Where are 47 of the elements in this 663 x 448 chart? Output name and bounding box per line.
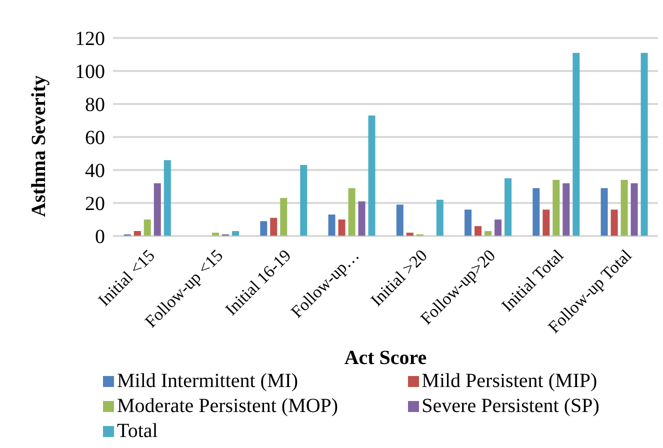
bar [212,232,220,236]
bar [436,200,444,236]
bar [164,160,171,236]
bar [532,188,540,236]
y-tick-label: 20 [85,193,105,216]
legend-label: Mild Persistent (MIP) [422,370,598,393]
bar [338,220,346,236]
bar [368,116,376,236]
y-tick-label: 80 [85,94,105,116]
bar [562,183,570,236]
bar [484,231,492,236]
legend-label: Total [117,420,158,443]
bar [396,204,404,236]
bar [474,226,482,236]
bar [328,214,336,236]
bar [260,221,268,236]
bar [270,218,278,236]
bar [494,220,502,236]
y-tick-label: 120 [75,28,105,50]
bar [348,188,356,236]
bar [572,52,580,236]
bar [600,188,608,236]
bar [144,220,151,236]
bar [610,210,618,236]
bar [406,232,414,236]
bar [134,231,141,236]
bar [358,201,366,236]
bar [280,198,288,236]
bar [154,183,161,236]
bar [640,52,648,236]
y-tick-label: 40 [85,160,105,182]
y-tick-label: 60 [85,127,105,150]
y-axis-title: Asthma Severity [28,75,50,217]
bar [232,231,240,236]
x-axis-title: Act Score [344,347,427,369]
bar [504,178,512,236]
legend-label: Severe Persistent (SP) [422,395,600,418]
bar [542,210,550,236]
bar [620,180,628,236]
y-tick-label: 0 [95,226,105,248]
bar [464,210,472,236]
legend-label: Mild Intermittent (MI) [117,370,298,393]
legend-label: Moderate Persistent (MOP) [117,395,338,418]
bar [552,180,560,236]
y-tick-label: 100 [75,61,105,84]
bar [630,183,638,236]
bar [300,165,308,236]
